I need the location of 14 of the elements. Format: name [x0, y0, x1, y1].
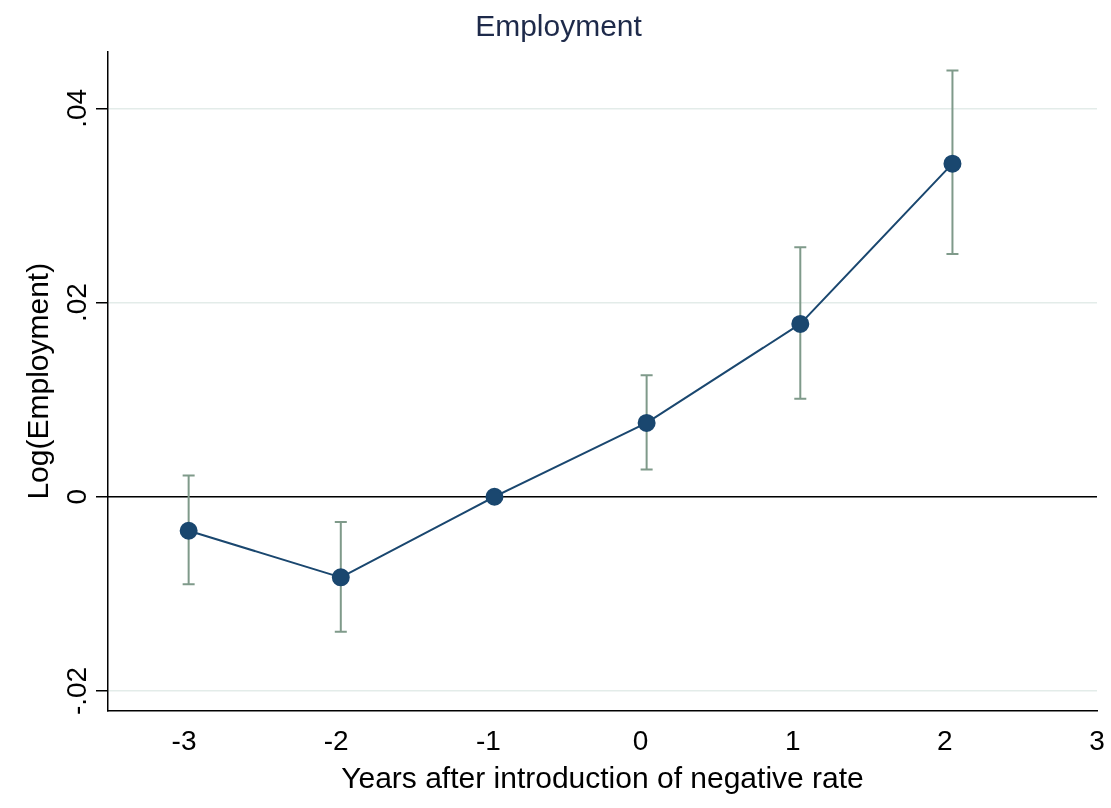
x-tick-label: 2: [937, 724, 953, 756]
y-tick-label: 0: [60, 488, 92, 505]
x-tick-label: -3: [171, 724, 197, 756]
x-tick-label: 0: [632, 724, 649, 756]
x-tick-label: 3: [1089, 724, 1105, 756]
y-tick-label: -.02: [60, 666, 92, 716]
x-tick-label: -2: [323, 724, 349, 756]
y-tick-label: .02: [60, 283, 92, 323]
chart-title: Employment: [475, 9, 643, 43]
x-axis-title: Years after introduction of negative rate: [341, 761, 864, 795]
x-tick-label: -1: [475, 724, 501, 756]
x-tick-label: 1: [784, 724, 801, 756]
y-axis-title: Log(Employment): [21, 262, 55, 500]
y-tick-label: .04: [60, 88, 92, 128]
